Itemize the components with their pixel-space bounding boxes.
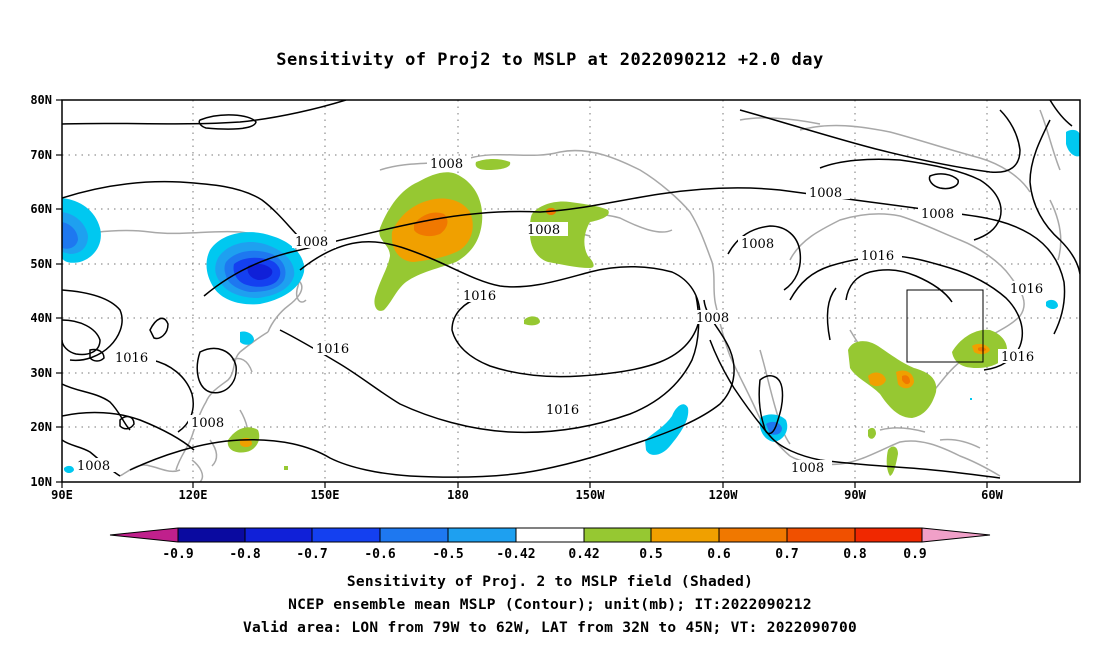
lat-label: 50N	[30, 257, 52, 271]
lat-label: 60N	[30, 202, 52, 216]
colorbar-swatch	[245, 528, 312, 542]
lon-label: 150E	[311, 488, 340, 502]
colorbar-label: 0.8	[843, 547, 867, 562]
contour-label: 1008	[791, 461, 824, 476]
colorbar-label: -0.8	[229, 547, 260, 562]
mslp-contours	[62, 100, 1080, 479]
axis-ticks	[56, 99, 988, 488]
caption-line-3: Valid area: LON from 79W to 62W, LAT fro…	[242, 620, 858, 636]
colorbar-label: 0.5	[639, 547, 662, 562]
lon-label: 120W	[709, 488, 739, 502]
contour-label: 1016	[546, 403, 579, 418]
contour-label: 1008	[430, 157, 463, 172]
colorbar-label: -0.42	[496, 547, 535, 562]
lon-label: 90W	[844, 488, 866, 502]
caption-line-1: Sensitivity of Proj. 2 to MSLP field (Sh…	[346, 574, 754, 590]
lon-label: 180	[447, 488, 469, 502]
lat-label: 70N	[30, 148, 52, 162]
contour-label: 1008	[809, 186, 842, 201]
contour-label: 1008	[191, 416, 224, 431]
contour-label: 1016	[861, 249, 894, 264]
lon-label: 120E	[179, 488, 208, 502]
contour-label: 1008	[77, 459, 110, 474]
lat-label: 20N	[30, 420, 52, 434]
lon-label: 60W	[981, 488, 1003, 502]
contour-label: 1016	[1010, 282, 1043, 297]
colorbar-label: 0.7	[775, 547, 798, 562]
contour-label: 1008	[295, 235, 328, 250]
colorbar-label: 0.6	[707, 547, 731, 562]
lon-label: 90E	[51, 488, 73, 502]
colorbar-swatch	[380, 528, 448, 542]
colorbar-swatch	[855, 528, 922, 542]
colorbar-swatch	[584, 528, 651, 542]
colorbar-swatch	[448, 528, 516, 542]
contour-label: 1016	[316, 342, 349, 357]
sensitivity-shading	[62, 129, 1080, 476]
colorbar-swatch	[719, 528, 787, 542]
contour-label: 1016	[1001, 350, 1034, 365]
contour-label: 1016	[115, 351, 148, 366]
valid-area-box	[906, 289, 984, 363]
colorbar-label: -0.5	[432, 547, 463, 562]
contour-label: 1008	[741, 237, 774, 252]
colorbar: -0.9 -0.8 -0.7 -0.6 -0.5 -0.42 0.42 0.5 …	[109, 527, 991, 562]
contour-label: 1008	[527, 223, 560, 238]
lat-label: 40N	[30, 311, 52, 325]
colorbar-label: 0.9	[903, 547, 926, 562]
colorbar-tip-left	[110, 528, 178, 542]
colorbar-label: -0.9	[162, 547, 193, 562]
colorbar-label: -0.7	[296, 547, 327, 562]
colorbar-label: 0.42	[568, 547, 599, 562]
contour-label: 1008	[696, 311, 729, 326]
colorbar-label: -0.6	[364, 547, 395, 562]
caption-line-2: NCEP ensemble mean MSLP (Contour); unit(…	[288, 597, 812, 613]
lon-label: 150W	[576, 488, 606, 502]
contour-label: 1008	[921, 207, 954, 222]
lat-label: 80N	[30, 93, 52, 107]
chart-title: Sensitivity of Proj2 to MSLP at 20220902…	[276, 50, 824, 70]
lat-label: 10N	[30, 475, 52, 489]
contour-labels: 1008 1008 1008 1008 1008 1008 1008 1008 …	[74, 156, 1051, 476]
plot-frame	[61, 99, 1081, 483]
colorbar-swatch	[787, 528, 855, 542]
colorbar-swatch	[516, 528, 584, 542]
lat-label: 30N	[30, 366, 52, 380]
colorbar-swatch	[312, 528, 380, 542]
colorbar-swatch	[178, 528, 245, 542]
colorbar-tip-right	[922, 528, 990, 542]
contour-label: 1016	[463, 289, 496, 304]
colorbar-swatch	[651, 528, 719, 542]
